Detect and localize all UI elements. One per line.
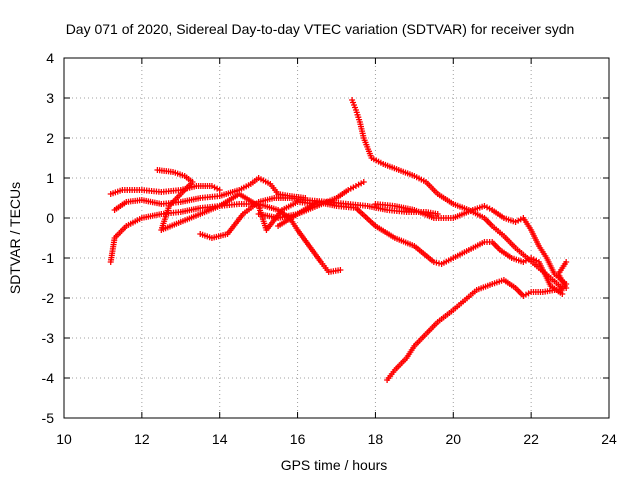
x-tick-label: 16	[290, 431, 306, 447]
y-tick-label: 2	[46, 130, 54, 146]
series-track-j	[384, 259, 570, 383]
x-axis-label: GPS time / hours	[281, 457, 388, 473]
x-tick-label: 18	[368, 431, 384, 447]
y-tick-label: 3	[46, 90, 54, 106]
sdtvar-point	[434, 211, 441, 217]
x-tick-label: 24	[601, 431, 617, 447]
x-tick-label: 14	[212, 431, 228, 447]
y-tick-label: 1	[46, 170, 54, 186]
sdtvar-point	[563, 259, 570, 265]
x-tick-label: 20	[445, 431, 461, 447]
y-axis-label: SDTVAR / TECUs	[7, 182, 23, 294]
chart-title: Day 071 of 2020, Sidereal Day-to-day VTE…	[66, 21, 575, 37]
x-tick-label: 22	[523, 431, 539, 447]
series-track-a	[107, 183, 223, 197]
y-tick-label: -4	[42, 370, 55, 386]
marker-layer	[107, 97, 570, 383]
y-tick-label: 4	[46, 50, 54, 66]
grid-layer	[64, 58, 609, 418]
plot-frame	[63, 57, 610, 419]
sdtvar-point	[337, 267, 344, 273]
y-tick-label: -1	[42, 250, 55, 266]
series-track-h	[349, 97, 566, 291]
y-tick-label: -2	[42, 290, 55, 306]
y-tick-label: -5	[42, 410, 55, 426]
y-tick-label: -3	[42, 330, 55, 346]
x-tick-label: 12	[134, 431, 150, 447]
sdtvar-point	[559, 291, 566, 297]
series-track-c	[107, 201, 344, 275]
sdtvar-point	[216, 187, 223, 193]
series-track-i	[372, 201, 570, 287]
x-tick-label: 10	[56, 431, 72, 447]
sdtvar-point	[360, 179, 367, 185]
y-tick-label: 0	[46, 210, 54, 226]
